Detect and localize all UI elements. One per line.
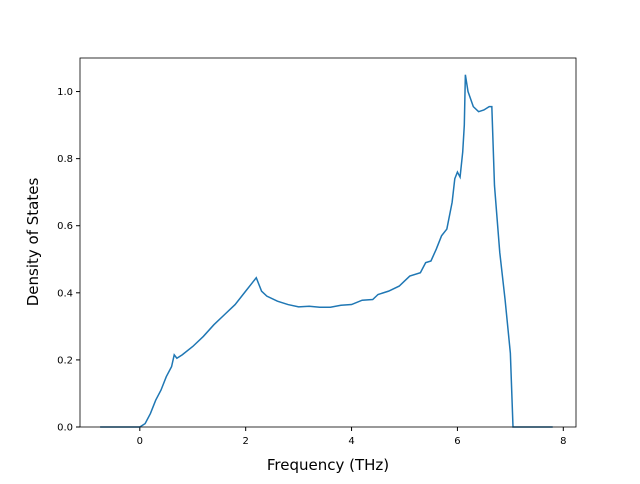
x-tick-label: 0 xyxy=(137,436,143,447)
y-tick-label: 1.0 xyxy=(57,87,73,98)
x-tick-label: 4 xyxy=(348,436,354,447)
y-tick-label: 0.6 xyxy=(57,221,73,232)
y-tick-label: 0.4 xyxy=(57,288,73,299)
x-tick-label: 6 xyxy=(454,436,460,447)
x-axis-title: Frequency (THz) xyxy=(267,456,389,474)
x-tick-label: 8 xyxy=(560,436,566,447)
plot-frame xyxy=(79,57,577,428)
y-axis-title: Density of States xyxy=(24,178,42,307)
line xyxy=(100,74,553,428)
y-tick-label: 0.0 xyxy=(57,423,73,434)
x-tick-label: 2 xyxy=(242,436,248,447)
y-tick-label: 0.2 xyxy=(57,355,73,366)
y-tick-label: 0.8 xyxy=(57,154,73,165)
